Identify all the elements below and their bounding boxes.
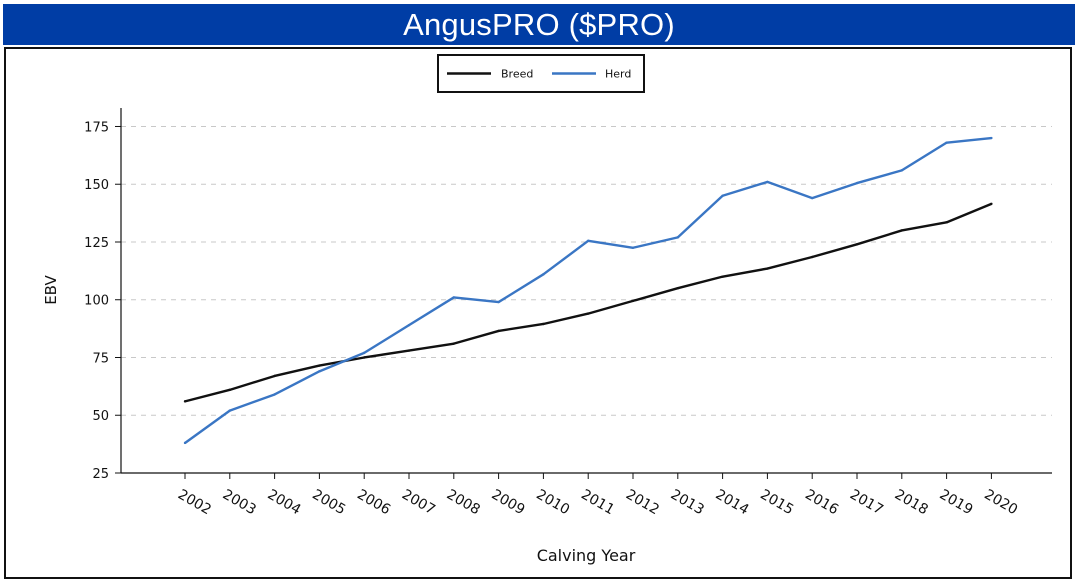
legend-label-breed: Breed <box>501 68 533 81</box>
x-tick-label: 2020 <box>981 487 1020 519</box>
data-point-breed <box>497 329 500 333</box>
y-tick-label: 125 <box>84 236 109 251</box>
data-point-herd <box>273 393 276 396</box>
data-point-breed <box>721 275 724 278</box>
x-tick-label: 2003 <box>220 487 259 519</box>
y-tick-label: 75 <box>92 351 109 366</box>
data-point-breed <box>676 286 679 290</box>
data-point-herd <box>721 194 724 197</box>
x-tick-label: 2016 <box>802 487 841 519</box>
data-point-breed <box>631 299 635 303</box>
y-tick-label: 175 <box>84 120 109 135</box>
data-point-breed <box>452 342 455 345</box>
data-point-herd <box>318 370 321 373</box>
data-point-herd <box>945 141 948 144</box>
data-point-herd <box>228 409 231 412</box>
data-point-breed <box>766 267 769 270</box>
x-tick-label: 2009 <box>489 487 528 519</box>
data-point-breed <box>542 322 545 326</box>
data-point-breed <box>318 364 321 367</box>
data-point-breed <box>363 356 366 359</box>
data-point-herd <box>631 246 635 249</box>
data-point-breed <box>811 255 814 259</box>
data-point-herd <box>497 300 500 304</box>
data-point-herd <box>452 296 455 299</box>
y-tick-label: 150 <box>84 178 109 193</box>
grid-lines <box>121 125 1052 474</box>
x-tick-label: 2006 <box>354 487 393 519</box>
x-axis-label: Calving Year <box>537 546 636 565</box>
data-point-breed <box>183 400 187 403</box>
chart-title: AngusPRO ($PRO) <box>403 6 675 42</box>
x-tick-label: 2015 <box>757 487 796 519</box>
data-point-breed <box>900 229 903 232</box>
x-tick-label: 2011 <box>578 487 617 519</box>
data-point-herd <box>855 181 859 185</box>
x-tick-label: 2004 <box>265 487 304 519</box>
y-tick-label: 100 <box>84 294 109 309</box>
x-tick-label: 2014 <box>713 487 752 519</box>
series-line-breed <box>184 202 992 403</box>
data-point-breed <box>273 374 276 378</box>
data-point-breed <box>587 312 590 315</box>
x-tick-label: 2019 <box>937 487 976 519</box>
axes <box>115 108 1052 479</box>
data-point-herd <box>407 323 411 327</box>
x-tick-label: 2017 <box>847 487 886 519</box>
data-point-herd <box>363 351 366 355</box>
x-tick-label: 2005 <box>309 487 348 519</box>
data-point-herd <box>676 236 679 239</box>
x-tick-label: 2012 <box>623 487 662 519</box>
y-tick-label: 25 <box>92 467 109 482</box>
x-tick-label: 2010 <box>533 487 572 519</box>
x-tick-label: 2013 <box>668 487 707 519</box>
legend-label-herd: Herd <box>605 68 631 81</box>
data-point-breed <box>990 202 993 206</box>
data-point-herd <box>811 196 814 200</box>
data-point-breed <box>407 349 411 352</box>
x-tick-label: 2002 <box>175 487 214 519</box>
title-bar: AngusPRO ($PRO) <box>3 4 1075 45</box>
data-point-herd <box>900 169 903 172</box>
data-point-herd <box>542 273 545 276</box>
data-point-breed <box>228 388 231 392</box>
chart-frame <box>4 47 1072 579</box>
legend: Breed Herd <box>437 54 645 93</box>
data-point-herd <box>766 180 769 184</box>
data-point-herd <box>587 239 590 243</box>
y-tick-label: 50 <box>92 409 109 424</box>
x-tick-label: 2008 <box>444 487 483 519</box>
data-point-herd <box>990 136 993 140</box>
data-point-breed <box>855 243 859 246</box>
x-tick-label: 2007 <box>399 487 438 519</box>
y-axis-label: EBV <box>42 274 60 304</box>
data-point-breed <box>945 221 948 224</box>
series-lines <box>183 136 993 445</box>
data-point-herd <box>183 441 187 445</box>
x-tick-label: 2018 <box>892 487 931 519</box>
